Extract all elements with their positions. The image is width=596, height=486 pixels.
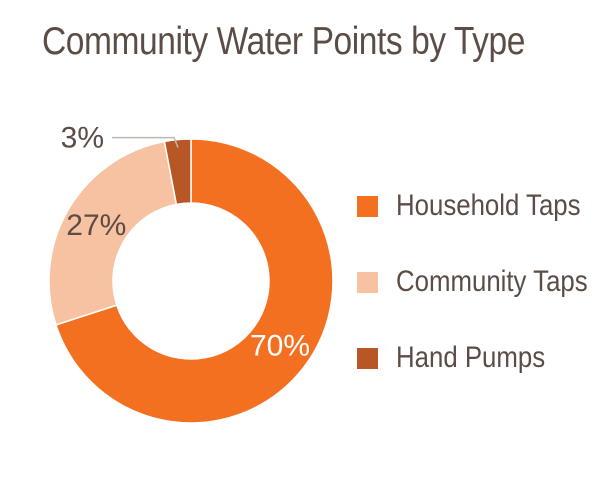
- slice-labels: 70% 27% 3%: [61, 122, 310, 363]
- legend-label-hand-pumps: Hand Pumps: [396, 341, 546, 374]
- slice-community-taps: [48, 140, 178, 326]
- slice-label-hand-pumps: 3%: [61, 122, 104, 155]
- slice-household-taps: [55, 138, 334, 424]
- legend-swatch-hand-pumps: [357, 347, 378, 369]
- slice-label-community-taps: 27%: [66, 209, 126, 242]
- legend-item-community-taps: Community Taps: [357, 262, 596, 302]
- slice-hand-pumps: [163, 138, 192, 206]
- chart-title: Community Water Points by Type: [42, 20, 525, 63]
- leader-line-hand-pumps: [112, 136, 179, 148]
- legend: Household Taps Community Taps Hand Pumps: [357, 186, 596, 414]
- legend-item-hand-pumps: Hand Pumps: [357, 338, 596, 378]
- legend-label-household-taps: Household Taps: [396, 189, 581, 222]
- slice-label-household-taps: 70%: [250, 330, 310, 363]
- legend-swatch-household-taps: [357, 195, 378, 217]
- legend-item-household-taps: Household Taps: [357, 186, 596, 226]
- legend-label-community-taps: Community Taps: [396, 265, 588, 298]
- legend-swatch-community-taps: [357, 271, 378, 293]
- donut-slices: [48, 138, 334, 424]
